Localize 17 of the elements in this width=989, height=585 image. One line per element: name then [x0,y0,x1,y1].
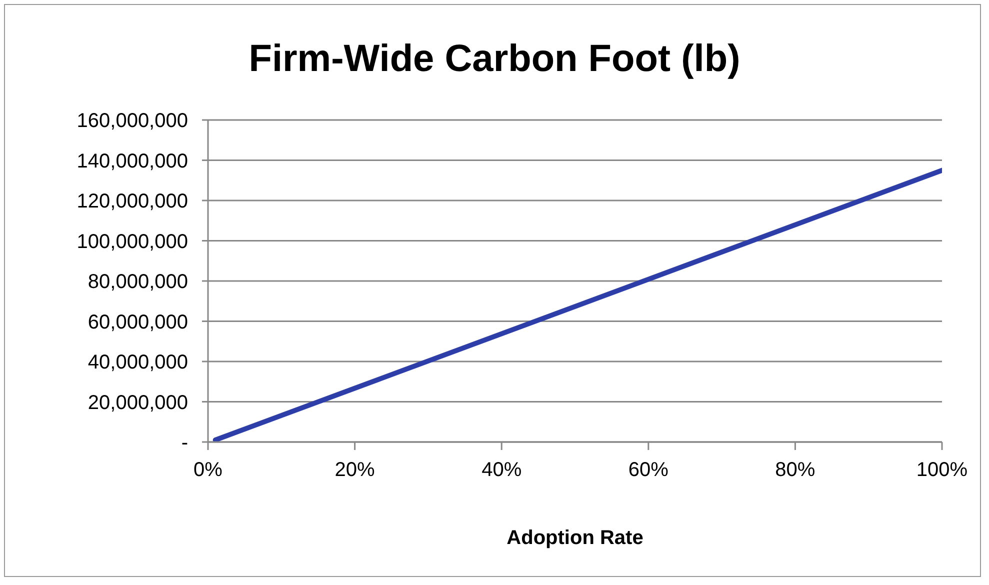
y-tick-label: 20,000,000 [88,392,188,414]
y-tick-label: 160,000,000 [76,110,188,132]
y-tick-label: 80,000,000 [88,271,188,294]
y-tick-label: 40,000,000 [88,352,188,374]
chart-title: Firm-Wide Carbon Foot (lb) [248,38,742,81]
y-tick-label: 140,000,000 [76,150,188,172]
x-tick-label: 80% [775,459,816,482]
x-tick-label: 100% [916,459,968,482]
y-tick-label: 120,000,000 [76,190,188,213]
x-tick-label: 40% [482,459,522,482]
x-tick-label: 60% [628,459,669,482]
x-tick-label: 0% [194,459,223,482]
y-tick-label: 100,000,000 [76,230,188,253]
x-tick-label: 20% [334,459,376,482]
y-tick-label: - [181,432,188,454]
y-tick-label: 60,000,000 [88,311,188,334]
x-axis-title: Adoption Rate [506,527,644,550]
